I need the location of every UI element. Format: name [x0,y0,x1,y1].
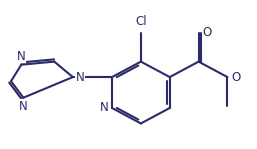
Text: N: N [19,100,28,113]
Text: O: O [203,26,212,39]
Text: N: N [100,101,109,114]
Text: N: N [76,71,85,84]
Text: Cl: Cl [135,15,147,28]
Text: N: N [17,50,26,63]
Text: O: O [232,71,241,84]
